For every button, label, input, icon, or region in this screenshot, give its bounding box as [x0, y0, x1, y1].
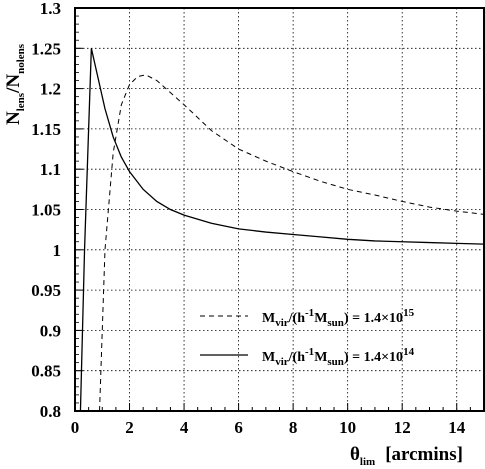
y-tick-label: 0.9: [40, 321, 61, 340]
x-axis-unit: [arcmins]: [385, 444, 463, 465]
legend-label-dashed: Mvir/(h-1Msun) = 1.4×1015: [262, 307, 415, 329]
x-tick-label: 2: [125, 418, 134, 437]
y-tick-label: 0.85: [31, 362, 61, 381]
y-tick-label: 1.25: [31, 39, 61, 58]
y-tick-label: 1.1: [40, 160, 61, 179]
axis-ticks: [74, 7, 471, 412]
x-tick-label: 0: [71, 418, 80, 437]
legend: Mvir/(h-1Msun) = 1.4×1015 Mvir/(h-1Msun)…: [200, 307, 415, 368]
y-axis-part-n: N: [3, 111, 24, 125]
y-axis-label: Nlens/Nnolens: [3, 43, 27, 125]
x-axis-label: θlim [arcmins]: [350, 444, 463, 468]
series-layer: [79, 48, 485, 412]
grid-lines: [75, 8, 484, 411]
x-tick-labels: 0 2 4 6 8 10 12 14: [71, 418, 466, 437]
x-tick-label: 14: [448, 418, 466, 437]
legend-label-solid: Mvir/(h-1Msun) = 1.4×1014: [262, 346, 415, 368]
x-axis-symbol: θ: [350, 444, 360, 465]
x-axis-subscript: lim: [360, 456, 375, 468]
y-tick-labels: 0.8 0.85 0.9 0.95 1 1.05 1.1 1.15 1.2 1.25 1.3: [31, 0, 61, 421]
y-tick-label: 1: [53, 241, 62, 260]
y-axis-part-nolens: nolens: [15, 43, 27, 74]
x-tick-label: 8: [289, 418, 298, 437]
y-tick-label: 0.95: [31, 281, 61, 300]
y-tick-label: 1.3: [40, 0, 61, 18]
x-tick-label: 4: [180, 418, 189, 437]
y-axis-part-lens: lens: [15, 92, 27, 111]
y-tick-label: 1.15: [31, 120, 61, 139]
x-tick-label: 10: [339, 418, 356, 437]
y-axis-part-slash-n: /N: [3, 74, 24, 94]
x-tick-label: 12: [394, 418, 411, 437]
series-line-solid: [79, 48, 485, 412]
y-tick-label: 0.8: [40, 402, 61, 421]
y-tick-label: 1.05: [31, 201, 61, 220]
y-tick-label: 1.2: [40, 80, 61, 99]
series-line-dashed: [99, 74, 485, 412]
x-tick-label: 6: [234, 418, 243, 437]
